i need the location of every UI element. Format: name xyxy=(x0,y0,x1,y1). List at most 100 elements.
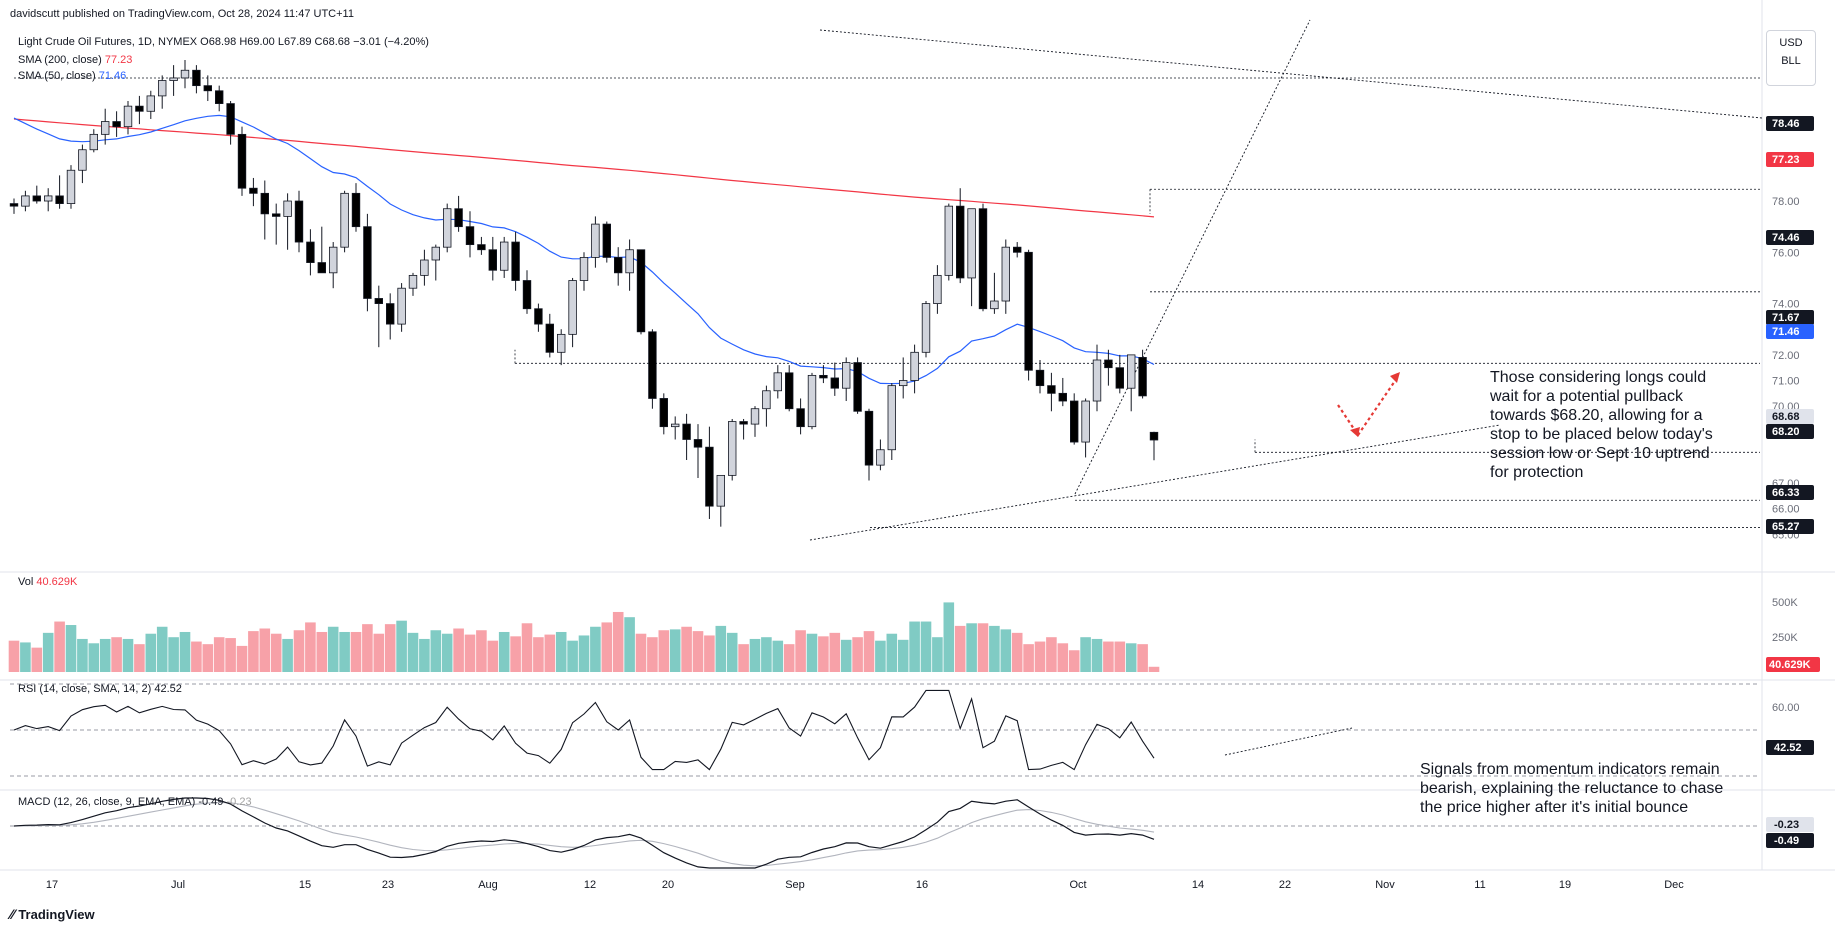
annotation-note-longs: Those considering longs could wait for a… xyxy=(1490,368,1713,482)
candle-body xyxy=(944,205,953,276)
price-badge xyxy=(1766,519,1814,534)
volume-bar xyxy=(966,623,977,672)
price-badge-label: 65.27 xyxy=(1772,521,1800,533)
candle-body xyxy=(192,69,201,87)
volume-tick-label: 500K xyxy=(1772,597,1798,609)
volume-bar xyxy=(65,625,77,672)
volume-bar xyxy=(943,602,955,672)
volume-bar xyxy=(1125,643,1137,672)
volume-bar xyxy=(191,641,202,672)
volume-bar xyxy=(1137,644,1148,672)
volume-bar xyxy=(772,640,784,672)
currency-selector[interactable]: USD BLL xyxy=(1766,30,1816,86)
volume-bar xyxy=(293,630,305,672)
price-tick-label: 74.00 xyxy=(1772,299,1800,311)
macd-badge-label: -0.23 xyxy=(1774,819,1799,831)
volume-bar xyxy=(122,638,134,672)
volume-bar xyxy=(669,629,681,672)
candle-body xyxy=(112,121,121,128)
candle-body xyxy=(340,192,349,248)
candle-body xyxy=(910,351,919,381)
candle-body xyxy=(157,80,167,97)
candle-body xyxy=(557,333,566,353)
candle-body xyxy=(203,85,212,92)
volume-bar xyxy=(692,631,704,672)
volume-bar xyxy=(362,624,373,672)
volume-bar xyxy=(316,631,328,672)
candle-body xyxy=(739,421,748,425)
volume-bar xyxy=(373,633,385,672)
volume-bar xyxy=(248,631,259,672)
volume-bar xyxy=(1148,666,1160,672)
candle-body xyxy=(249,187,258,194)
candle-body xyxy=(1047,385,1056,394)
candle-body xyxy=(648,331,657,399)
candle-body xyxy=(1013,246,1022,253)
sma50-legend: SMA (50, close) 71.46 xyxy=(18,70,126,82)
price-badge-label: 78.46 xyxy=(1772,118,1800,130)
note1-line: for protection xyxy=(1490,464,1584,481)
candle-body xyxy=(887,385,896,451)
note1-line: towards $68.20, allowing for a xyxy=(1490,407,1703,424)
candle-body xyxy=(1115,367,1124,389)
candle-body xyxy=(1024,251,1033,371)
volume-bar xyxy=(145,633,157,672)
volume-bar xyxy=(704,635,715,672)
candle-body xyxy=(180,69,190,79)
volume-bar xyxy=(601,622,613,672)
volume-badge-label: 40.629K xyxy=(1769,659,1811,671)
volume-bar xyxy=(476,630,487,672)
price-badge-label: 71.46 xyxy=(1772,326,1800,338)
price-badge xyxy=(1766,324,1814,339)
candle-body xyxy=(659,398,668,428)
volume-bar xyxy=(282,638,293,672)
candle-body xyxy=(135,105,144,112)
candle-body xyxy=(1001,246,1010,302)
candle-body xyxy=(614,257,623,274)
candle-body xyxy=(123,105,133,128)
x-axis-label: 23 xyxy=(382,879,394,891)
candle-body xyxy=(671,423,680,428)
volume-bar xyxy=(1034,641,1046,672)
price-badge xyxy=(1766,116,1814,131)
price-badge xyxy=(1766,152,1814,167)
price-tick-label: 78.00 xyxy=(1772,196,1800,208)
volume-bar xyxy=(726,632,738,672)
volume-bar xyxy=(932,637,943,672)
volume-bar xyxy=(1011,632,1023,672)
candle-body xyxy=(351,192,361,228)
currency-usd: USD xyxy=(1779,37,1803,49)
candle-body xyxy=(146,95,155,112)
volume-bar xyxy=(840,639,852,672)
rsi-line xyxy=(13,689,1155,771)
volume-bar xyxy=(225,638,236,672)
x-axis-label: 20 xyxy=(662,879,674,891)
volume-bar xyxy=(156,626,168,672)
volume-bar xyxy=(852,637,863,672)
volume-bar xyxy=(384,624,396,672)
macd-signal-line xyxy=(13,801,1155,867)
candle-body xyxy=(807,374,817,428)
candle-body xyxy=(545,323,554,353)
volume-bar xyxy=(954,625,966,672)
volume-bar xyxy=(624,617,635,672)
candle-body xyxy=(933,274,942,304)
volume-bar xyxy=(1046,637,1057,672)
volume-bar xyxy=(464,634,476,672)
volume-bar xyxy=(88,643,100,672)
volume-bar xyxy=(715,625,727,672)
volume-bar xyxy=(863,631,875,672)
volume-bar xyxy=(1080,637,1091,672)
volume-bar xyxy=(806,633,818,672)
price-tick-label: 76.00 xyxy=(1772,247,1800,259)
x-axis-label: 14 xyxy=(1192,879,1204,891)
candle-body xyxy=(534,308,543,325)
candle-body xyxy=(9,203,19,207)
volume-bar xyxy=(510,636,521,672)
macd-badge xyxy=(1766,833,1814,848)
candle-body xyxy=(66,169,76,204)
sma200-line xyxy=(13,118,1155,218)
tradingview-brand: ⁄⁄ TradingView xyxy=(10,906,95,922)
candle-body xyxy=(1149,431,1159,441)
